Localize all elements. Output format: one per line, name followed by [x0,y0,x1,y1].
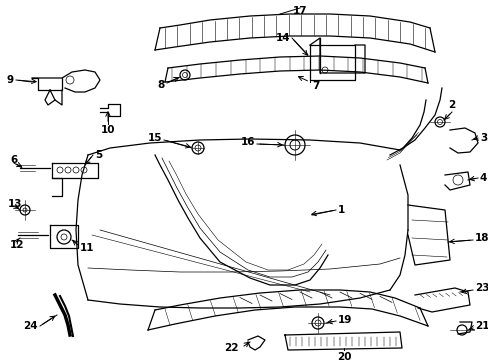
Text: 10: 10 [101,125,115,135]
Text: 5: 5 [95,150,102,160]
Text: 12: 12 [10,240,24,250]
Text: 14: 14 [275,33,289,43]
Text: 16: 16 [240,137,254,147]
Text: 21: 21 [474,321,488,331]
Text: 24: 24 [23,321,38,331]
Text: 22: 22 [224,343,238,353]
Text: 7: 7 [311,81,319,91]
Text: 17: 17 [292,6,306,16]
Text: 8: 8 [158,80,164,90]
Text: 2: 2 [447,100,455,110]
Text: 4: 4 [479,173,487,183]
Text: 6: 6 [10,155,17,165]
Text: 15: 15 [147,133,162,143]
Text: 1: 1 [337,205,345,215]
Text: 19: 19 [337,315,352,325]
Text: 3: 3 [479,133,486,143]
Text: 23: 23 [474,283,488,293]
Text: 11: 11 [80,243,94,253]
Text: 18: 18 [474,233,488,243]
Text: 9: 9 [7,75,14,85]
Text: 13: 13 [8,199,22,209]
Text: 20: 20 [336,352,350,360]
